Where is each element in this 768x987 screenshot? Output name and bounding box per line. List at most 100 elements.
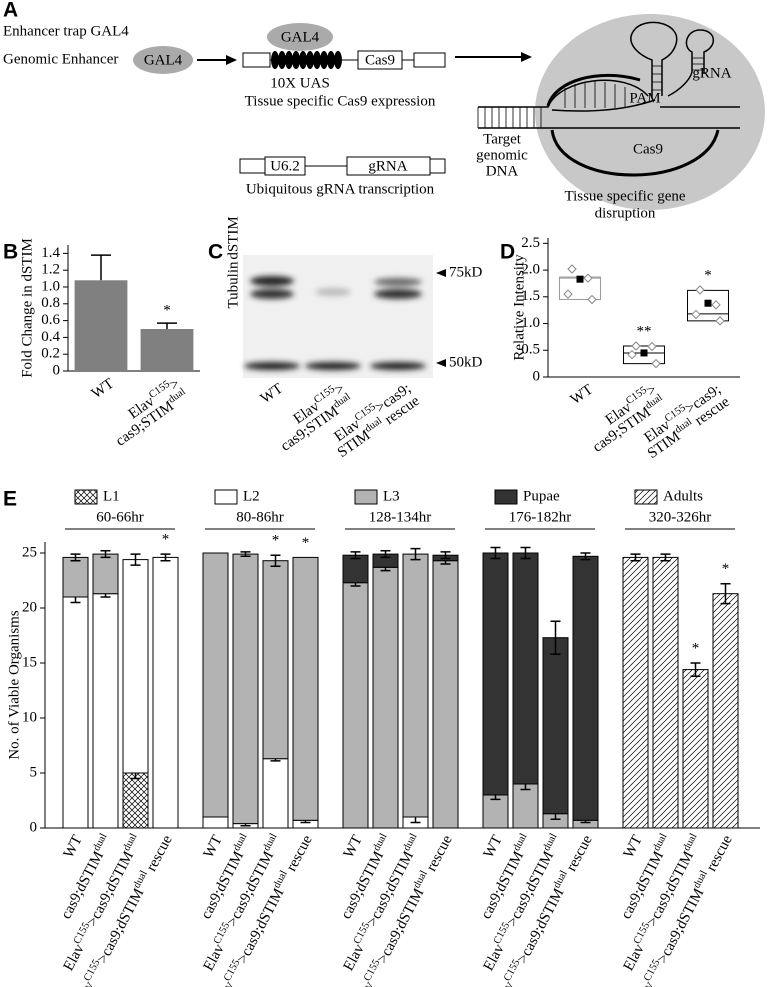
superscript: dual — [261, 832, 279, 853]
superscript: dual — [91, 832, 109, 853]
data-point — [695, 285, 705, 295]
y-tick-label: 1.0 — [41, 278, 60, 294]
category-label-line: WT — [481, 833, 506, 861]
group-title: 320-326hr — [649, 509, 712, 525]
significance: ** — [637, 323, 652, 339]
diagram-text: PAM — [629, 90, 660, 106]
marker-label: 50kD — [449, 354, 483, 370]
bar — [140, 329, 194, 371]
bar-segment — [202, 552, 229, 818]
bar-segment — [262, 758, 289, 829]
panel-label: A — [3, 0, 18, 22]
marker-label: 75kD — [449, 264, 483, 280]
bar-segment — [712, 593, 739, 829]
error-bar — [720, 583, 731, 605]
legend-swatch — [74, 489, 98, 505]
legend-label: L1 — [103, 488, 120, 504]
y-tick-label: 15 — [22, 654, 37, 670]
significance: * — [704, 267, 712, 283]
label-run: WT — [89, 376, 117, 402]
group-title: 128-134hr — [369, 509, 432, 525]
gal4-blob — [133, 46, 193, 74]
legend-swatch — [494, 489, 518, 505]
y-tick-label: 0 — [53, 362, 61, 378]
construct-box — [239, 158, 266, 174]
error-bar — [520, 546, 531, 560]
y-tick-label: 0.8 — [41, 295, 60, 311]
marker-arrow — [436, 269, 446, 277]
diagram-text: Cas9 — [633, 141, 663, 157]
significance: * — [163, 303, 171, 319]
bar-segment — [92, 593, 119, 829]
y-axis-label: No. of Viable Organisms — [6, 610, 22, 760]
error-bar — [630, 553, 641, 562]
category-label-line: WT — [201, 833, 226, 861]
error-bar — [70, 553, 81, 562]
bar-segment — [122, 559, 149, 774]
bar-segment — [62, 596, 89, 829]
category-label-line: WT — [89, 376, 117, 402]
category-label: WT — [89, 376, 117, 402]
significance: * — [162, 532, 170, 548]
data-point — [647, 341, 657, 352]
error-bar — [270, 554, 281, 567]
diagram-text: Tissue specific Cas9 expression — [245, 93, 436, 109]
construct-box — [429, 158, 446, 174]
error-bar — [440, 551, 451, 560]
bar-segment — [372, 566, 399, 829]
diagram-text: DNA — [486, 163, 519, 179]
significance: * — [692, 640, 700, 656]
category-label-line: WT — [61, 833, 86, 861]
mean-marker — [704, 299, 712, 307]
legend-label: Adults — [663, 488, 703, 504]
category-label: WT — [258, 381, 286, 407]
construct-box — [264, 156, 306, 176]
data-point — [631, 341, 641, 351]
error-bar — [490, 546, 501, 560]
bar-segment — [682, 669, 709, 829]
arrow-head — [226, 55, 237, 65]
y-tick-label: 2.0 — [521, 262, 540, 278]
y-tick-label: 1.5 — [521, 288, 540, 304]
label-run: rescue — [702, 833, 736, 878]
arrow-head — [521, 52, 532, 62]
panel-label: C — [208, 241, 223, 264]
bar — [74, 280, 128, 371]
diagram-text: gRNA — [368, 158, 407, 174]
error-bar — [100, 550, 111, 559]
y-tick-label: 1.0 — [521, 315, 540, 331]
error-bar — [550, 620, 561, 655]
group-title: 60-66hr — [96, 509, 144, 525]
label-run: WT — [481, 833, 506, 861]
bar-segment — [292, 556, 319, 821]
diagram-text: GAL4 — [281, 29, 320, 45]
diagram-text: disruption — [595, 205, 656, 221]
legend-label: L2 — [243, 488, 260, 504]
label-run: Elav — [341, 942, 368, 974]
data-point — [563, 289, 573, 299]
y-tick-label: 0.5 — [521, 342, 540, 358]
label-run: WT — [621, 833, 646, 861]
bar-segment — [432, 560, 459, 829]
category-label-line: WT — [621, 833, 646, 861]
mean-marker — [640, 349, 648, 357]
label-run: rescue — [282, 833, 316, 878]
y-tick-label: 25 — [22, 544, 37, 560]
bar-segment — [92, 553, 119, 595]
category-label: WT — [568, 382, 596, 408]
y-axis-label: Fold Change in dSTIM — [19, 238, 35, 378]
superscript: dual — [371, 832, 389, 853]
label-run: Elav — [621, 942, 648, 974]
diagram-text: Ubiquitous gRNA transcription — [246, 181, 435, 197]
construct-box — [242, 52, 271, 68]
category-label: WT — [621, 833, 646, 861]
error-bar — [580, 552, 591, 561]
y-tick-label: 10 — [22, 709, 37, 725]
bar-segment — [122, 772, 149, 829]
y-tick-label: 0.4 — [41, 329, 60, 345]
blot-bands — [244, 276, 426, 370]
bar-segment — [152, 556, 179, 829]
mean-marker — [576, 275, 584, 283]
significance: * — [272, 533, 280, 549]
